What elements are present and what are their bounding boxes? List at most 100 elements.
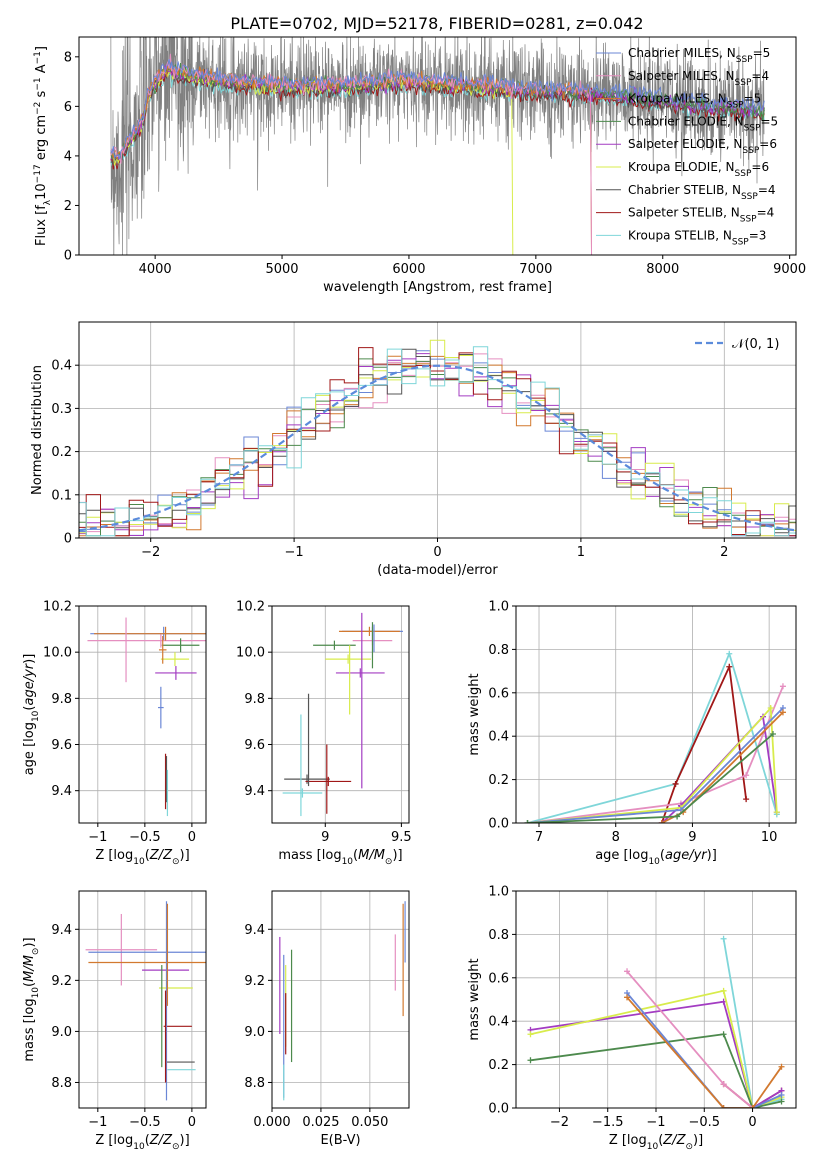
y-axis-label: Normed distribution bbox=[30, 365, 45, 495]
histogram-step bbox=[79, 353, 796, 537]
x-tick-label: 0 bbox=[188, 830, 196, 845]
mass-weight-line bbox=[660, 663, 747, 823]
mass-weight-vs-metallicity-panel: −2 −1.5 −1 −0.5 0 0.0 0.2 0.4 0.6 0.8 1.0 Z [log10(… bbox=[467, 885, 797, 1152]
mass-weight-marker bbox=[527, 1031, 534, 1038]
x-tick-label: 9 bbox=[321, 830, 329, 845]
x-tick-label: 0 bbox=[188, 1115, 196, 1130]
x-tick-label: −1 bbox=[646, 1115, 665, 1130]
axes-frame bbox=[78, 36, 797, 256]
age-vs-mass-panel: 9 9.5 9.4 9.6 9.8 10.0 10.2 mass [log10(M/M⊙)] bbox=[236, 600, 412, 868]
y-tick-label: 9.0 bbox=[51, 1025, 72, 1040]
mass-weight-line bbox=[527, 705, 778, 823]
y-tick-label: 9.8 bbox=[51, 692, 72, 707]
y-tick-label: 9.6 bbox=[244, 738, 265, 753]
legend: Chabrier MILES, NSSP=5 Salpeter MILES, NS… bbox=[596, 46, 778, 247]
y-tick-label: 1.0 bbox=[488, 600, 509, 615]
x-tick-label: −0.5 bbox=[129, 830, 161, 845]
y-tick-label: 9.8 bbox=[244, 692, 265, 707]
y-tick-label: 6 bbox=[64, 100, 72, 115]
mass-vs-extinction-panel: 0.000 0.025 0.050 8.8 9.0 9.2 9.4 E(B-V) bbox=[244, 890, 410, 1148]
x-tick-label: 9000 bbox=[773, 262, 806, 277]
x-tick-label: −1 bbox=[88, 830, 107, 845]
spectrum-panel: 4000 5000 6000 7000 8000 9000 0 2 4 6 8 wavelength … bbox=[33, 36, 806, 295]
x-tick-label: 1 bbox=[577, 545, 585, 560]
y-tick-label: 0.2 bbox=[488, 773, 509, 788]
y-tick-label: 0.4 bbox=[488, 1015, 509, 1030]
y-axis-label: mass [log10(M/M⊙)] bbox=[22, 937, 41, 1061]
x-axis-label: E(B-V) bbox=[320, 1133, 360, 1148]
histogram-step bbox=[79, 358, 796, 537]
y-tick-label: 0.4 bbox=[488, 730, 509, 745]
mass-weight-marker bbox=[726, 663, 733, 670]
mass-vs-metallicity-panel: −1 −0.5 0 8.8 9.0 9.2 9.4 Z [log10(Z/Z⊙)] mass [… bbox=[22, 890, 207, 1152]
y-tick-label: 0.1 bbox=[51, 488, 72, 503]
mass-weight-marker bbox=[720, 1031, 727, 1038]
y-tick-label: 9.2 bbox=[51, 974, 72, 989]
x-tick-label: −1 bbox=[285, 545, 304, 560]
plot-area bbox=[527, 935, 785, 1108]
legend-entry: Kroupa STELIB, NSSP=3 bbox=[628, 228, 766, 247]
x-tick-label: −1 bbox=[88, 1115, 107, 1130]
x-axis-label: Z [log10(Z/Z⊙)] bbox=[95, 848, 189, 867]
mass-weight-marker bbox=[674, 813, 681, 820]
x-tick-label: 8000 bbox=[646, 262, 679, 277]
mass-weight-line bbox=[527, 707, 784, 823]
x-tick-label: 0.000 bbox=[253, 1115, 290, 1130]
y-tick-label: 8.8 bbox=[51, 1076, 72, 1091]
axes-frame bbox=[271, 890, 410, 1109]
x-tick-label: 0.025 bbox=[302, 1115, 339, 1130]
mass-weight-marker bbox=[720, 987, 727, 994]
x-axis-label: (data-model)/error bbox=[377, 563, 498, 578]
y-tick-label: 0.2 bbox=[488, 1058, 509, 1073]
y-tick-label: 2 bbox=[64, 199, 72, 214]
mass-weight-marker bbox=[779, 683, 786, 690]
mass-weight-marker bbox=[720, 935, 727, 942]
x-tick-label: 0 bbox=[748, 1115, 756, 1130]
legend-entry: Salpeter STELIB, NSSP=4 bbox=[628, 206, 774, 225]
axes-frame bbox=[515, 605, 797, 824]
plot-area bbox=[282, 612, 403, 817]
mass-weight-marker bbox=[779, 709, 786, 716]
residual-histogram-panel: −2 −1 0 1 2 0 0.1 0.2 0.3 0.4 (data-model)/error No… bbox=[30, 321, 797, 578]
legend-entry: 𝒩(0, 1) bbox=[732, 337, 779, 352]
y-tick-label: 10.2 bbox=[43, 600, 72, 615]
x-tick-label: −1.5 bbox=[592, 1115, 624, 1130]
x-tick-label: −0.5 bbox=[688, 1115, 720, 1130]
legend-entry: Chabrier MILES, NSSP=5 bbox=[628, 46, 770, 65]
y-tick-label: 9.4 bbox=[244, 923, 265, 938]
x-axis-label: age [log10(age/yr)] bbox=[595, 848, 717, 867]
x-tick-label: 10 bbox=[761, 830, 778, 845]
figure-title: PLATE=0702, MJD=52178, FIBERID=0281, z=0… bbox=[230, 14, 643, 33]
x-axis-label: Z [log10(Z/Z⊙)] bbox=[609, 1133, 703, 1152]
mass-weight-marker bbox=[778, 1098, 785, 1105]
x-tick-label: 6000 bbox=[392, 262, 425, 277]
x-axis-label: wavelength [Angstrom, rest frame] bbox=[323, 280, 552, 295]
x-tick-label: 9.5 bbox=[391, 830, 412, 845]
y-tick-label: 0.0 bbox=[488, 1102, 509, 1117]
mass-weight-marker bbox=[720, 1105, 727, 1108]
y-tick-label: 9.4 bbox=[51, 923, 72, 938]
y-tick-label: 8 bbox=[64, 50, 72, 65]
mass-weight-marker bbox=[767, 704, 774, 711]
axes-frame bbox=[271, 605, 410, 824]
mass-weight-marker bbox=[773, 809, 780, 816]
mass-weight-line bbox=[626, 996, 783, 1108]
x-tick-label: 5000 bbox=[265, 262, 298, 277]
normal-curve bbox=[79, 364, 796, 532]
y-tick-label: 0.2 bbox=[51, 445, 72, 460]
y-tick-label: 9.0 bbox=[244, 1025, 265, 1040]
x-tick-label: 4000 bbox=[139, 262, 172, 277]
model-spectrum-line bbox=[110, 63, 593, 255]
y-tick-label: 0 bbox=[64, 249, 72, 264]
y-axis-label: mass weight bbox=[467, 673, 482, 755]
y-tick-label: 9.4 bbox=[244, 784, 265, 799]
mass-weight-marker bbox=[778, 1091, 785, 1098]
mass-weight-line bbox=[530, 1033, 782, 1108]
y-tick-label: 0.8 bbox=[488, 643, 509, 658]
y-tick-label: 0.6 bbox=[488, 686, 509, 701]
mass-weight-marker bbox=[624, 994, 631, 1001]
x-tick-label: 0.050 bbox=[351, 1115, 388, 1130]
mass-weight-vs-age-panel: 7 8 9 10 0.0 0.2 0.4 0.6 0.8 1.0 age [log10(age/yr… bbox=[467, 600, 797, 867]
mass-weight-marker bbox=[743, 772, 750, 779]
